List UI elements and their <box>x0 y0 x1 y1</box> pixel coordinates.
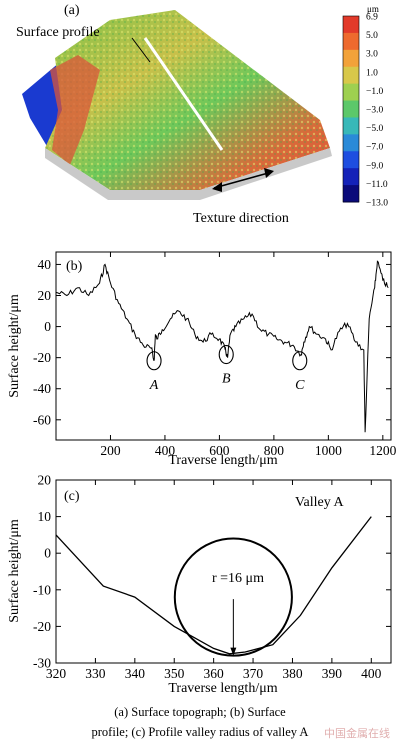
y-tick-label: 40 <box>38 257 52 272</box>
colorbar-tick-label: −5.0 <box>366 124 383 134</box>
y-tick-label: 10 <box>38 509 52 524</box>
height-colorbar: 6.9 5.0 3.0 1.0 −1.0 −3.0 −5.0 −7.0 −9.0 −11.0 −13… <box>342 13 388 209</box>
surface-base-front <box>45 148 332 200</box>
valley-radius-chart: (c) Valley A 320 330 340 350 360 370 380 390 400… <box>7 473 392 696</box>
x-tick-label: 360 <box>204 666 225 681</box>
texture-direction-label: Texture direction <box>193 211 289 226</box>
valley-label-c: C <box>295 378 305 393</box>
axis-ticks-c: 320 330 340 350 360 370 380 390 400 -30 -20 -10 0 10 2… <box>33 473 391 681</box>
colorbar-tick-label: −11.0 <box>366 180 388 190</box>
x-tick-label: 320 <box>46 666 67 681</box>
y-tick-label: 20 <box>38 288 52 303</box>
colorbar-tick-label: 3.0 <box>366 50 378 60</box>
surface-red-ridge <box>50 55 100 165</box>
colorbar-segment <box>343 32 359 51</box>
xlabel-c: Traverse length/μm <box>168 681 277 696</box>
surface-profile-chart: (b) 200 400 600 800 1000 1200 -60 -40 -20 0 20 40 A… <box>7 251 397 468</box>
colorbar-segment <box>343 117 359 135</box>
ylabel-c: Surface height/μm <box>7 519 22 623</box>
texture-arrowhead-left <box>212 182 222 192</box>
colorbar-segment <box>343 49 359 68</box>
valley-circle-c <box>292 351 308 371</box>
colorbar-tick-label: −13.0 <box>366 199 388 209</box>
y-tick-label: -60 <box>33 412 51 427</box>
colorbar-segment <box>343 66 359 85</box>
x-tick-label: 400 <box>155 443 176 458</box>
y-tick-label: -20 <box>33 350 51 365</box>
colorbar-segment <box>343 185 359 203</box>
y-tick-label: -40 <box>33 381 51 396</box>
y-tick-label: 20 <box>38 473 52 488</box>
colorbar-tick-label: 6.9 <box>366 13 378 23</box>
colorbar-tick-label: 5.0 <box>366 31 378 41</box>
texture-direction-arrow <box>213 171 273 189</box>
x-tick-label: 330 <box>85 666 106 681</box>
profile-leader-line <box>131 37 151 63</box>
axis-ticks-b: 200 400 600 800 1000 1200 -60 -40 -20 0 20 40 <box>33 252 397 458</box>
colorbar-segment <box>343 100 359 118</box>
valley-label-a: A <box>149 378 159 393</box>
watermark-text: 中国金属在线 <box>324 727 390 740</box>
panel-c-label: (c) <box>64 489 80 504</box>
xlabel-b: Traverse length/μm <box>168 453 277 468</box>
colorbar-unit: μm <box>367 4 379 14</box>
colorbar-tick-label: −3.0 <box>366 106 383 116</box>
surface-topography-figure: (a) Surface profile Texture direction μm… <box>16 3 388 226</box>
valley-profile-line <box>55 516 372 655</box>
y-tick-label: -20 <box>33 619 51 634</box>
figure-caption-line-2: profile; (c) Profile valley radius of va… <box>91 725 309 739</box>
x-tick-label: 200 <box>100 443 121 458</box>
figure-caption-line-1: (a) Surface topograph; (b) Surface <box>114 705 286 719</box>
x-tick-label: 390 <box>322 666 343 681</box>
colorbar-segment <box>343 16 359 34</box>
y-tick-label: -30 <box>33 656 51 671</box>
valley-a-label: Valley A <box>295 495 344 510</box>
x-tick-label: 400 <box>361 666 382 681</box>
colorbar-tick-label: 1.0 <box>366 68 378 78</box>
ylabel-b: Surface height/μm <box>7 294 22 398</box>
valley-circle-b <box>218 344 234 365</box>
colorbar-frame <box>342 15 360 203</box>
x-tick-label: 370 <box>243 666 264 681</box>
radius-arrowhead <box>230 647 237 656</box>
colorbar-segment <box>343 151 359 169</box>
surface-profile-line <box>143 37 224 151</box>
panel-b-label: (b) <box>66 259 83 274</box>
x-tick-label: 600 <box>209 443 230 458</box>
y-tick-label: 0 <box>44 319 51 334</box>
x-tick-label: 350 <box>164 666 185 681</box>
colorbar-tick-label: −7.0 <box>366 143 383 153</box>
valley-markers: A B C <box>146 344 308 393</box>
x-tick-label: 1200 <box>369 443 396 458</box>
y-tick-label: 0 <box>44 546 51 561</box>
x-tick-label: 800 <box>264 443 285 458</box>
y-tick-label: -10 <box>33 582 51 597</box>
x-tick-label: 380 <box>282 666 303 681</box>
profile-series-line <box>55 260 389 433</box>
surface-profile-label: Surface profile <box>16 25 100 40</box>
valley-circle-a <box>146 351 162 371</box>
x-tick-label: 1000 <box>315 443 342 458</box>
panel-a-label: (a) <box>64 3 80 18</box>
plot-frame-c <box>55 479 392 664</box>
colorbar-tick-label: −9.0 <box>366 161 383 171</box>
texture-arrowhead-right <box>264 168 274 178</box>
colorbar-segment <box>343 83 359 102</box>
colorbar-tick-label: −1.0 <box>366 87 383 97</box>
valley-label-b: B <box>222 372 231 387</box>
colorbar-segment <box>343 134 359 152</box>
colorbar-segment <box>343 168 359 186</box>
radius-label: r =16 μm <box>212 571 264 586</box>
plot-frame-b <box>55 251 392 441</box>
x-tick-label: 340 <box>125 666 146 681</box>
